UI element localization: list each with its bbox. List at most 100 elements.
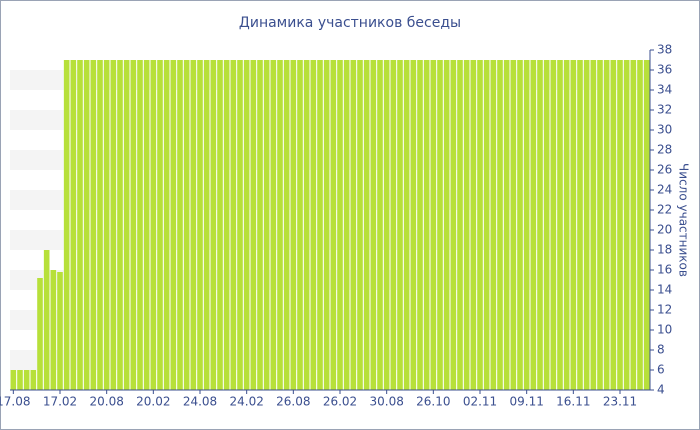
bar bbox=[390, 60, 397, 390]
bar bbox=[437, 60, 443, 390]
x-tick-label: 23.11 bbox=[603, 395, 637, 409]
bar bbox=[577, 60, 583, 390]
bar bbox=[163, 60, 170, 390]
y-tick-label: 18 bbox=[657, 243, 672, 257]
bar bbox=[30, 370, 37, 390]
y-tick-label: 28 bbox=[657, 143, 672, 157]
bar bbox=[617, 60, 623, 390]
y-tick-label: 32 bbox=[657, 103, 672, 117]
bar bbox=[143, 60, 150, 390]
bar bbox=[377, 60, 383, 390]
bar bbox=[590, 60, 597, 390]
x-tick-label: 24.08 bbox=[183, 395, 217, 409]
bar bbox=[317, 60, 323, 390]
bar bbox=[363, 60, 370, 390]
bar bbox=[157, 60, 163, 390]
x-tick-label: 20.02 bbox=[136, 395, 170, 409]
bar bbox=[557, 60, 563, 390]
bar bbox=[257, 60, 263, 390]
bar bbox=[503, 60, 510, 390]
bar bbox=[110, 60, 117, 390]
grid-band bbox=[10, 310, 650, 330]
bar bbox=[197, 60, 203, 390]
bar bbox=[537, 60, 543, 390]
bar bbox=[297, 60, 303, 390]
bar bbox=[430, 60, 437, 390]
x-tick-label: 26.02 bbox=[323, 395, 357, 409]
bar bbox=[17, 370, 23, 390]
x-tick-label: 26.08 bbox=[276, 395, 310, 409]
x-tick-label: 26.10 bbox=[416, 395, 450, 409]
bar bbox=[290, 60, 297, 390]
grid-band bbox=[10, 270, 650, 290]
bar bbox=[530, 60, 537, 390]
y-tick-label: 8 bbox=[657, 343, 665, 357]
bar bbox=[70, 60, 77, 390]
y-tick-label: 30 bbox=[657, 123, 672, 137]
bar bbox=[403, 60, 410, 390]
bar bbox=[490, 60, 497, 390]
bar bbox=[237, 60, 243, 390]
bar bbox=[370, 60, 377, 390]
bar bbox=[410, 60, 417, 390]
y-tick-label: 26 bbox=[657, 163, 672, 177]
bar bbox=[223, 60, 230, 390]
bar bbox=[217, 60, 223, 390]
bar bbox=[610, 60, 617, 390]
bar bbox=[337, 60, 343, 390]
bar bbox=[183, 60, 190, 390]
grid-band bbox=[10, 350, 650, 370]
bar bbox=[330, 60, 337, 390]
bar bbox=[83, 60, 90, 390]
bar bbox=[90, 60, 97, 390]
x-tick-label: 02.11 bbox=[463, 395, 497, 409]
bar bbox=[623, 60, 630, 390]
grid-band bbox=[10, 190, 650, 210]
y-tick-label: 24 bbox=[657, 183, 672, 197]
bar bbox=[423, 60, 430, 390]
y-tick-label: 16 bbox=[657, 263, 672, 277]
y-tick-label: 14 bbox=[657, 283, 672, 297]
bar bbox=[117, 60, 123, 390]
bar bbox=[570, 60, 577, 390]
y-axis-label: Число участников bbox=[677, 163, 691, 277]
bar bbox=[417, 60, 423, 390]
y-tick-label: 38 bbox=[657, 43, 672, 57]
bar bbox=[603, 60, 610, 390]
bar bbox=[350, 60, 357, 390]
grid-band bbox=[10, 150, 650, 170]
y-tick-label: 36 bbox=[657, 63, 672, 77]
bar bbox=[203, 60, 210, 390]
bar bbox=[630, 60, 637, 390]
bar bbox=[43, 250, 50, 390]
bar bbox=[97, 60, 103, 390]
bar bbox=[510, 60, 517, 390]
bar bbox=[150, 60, 157, 390]
bar bbox=[643, 60, 650, 390]
bar bbox=[50, 270, 57, 390]
x-tick-label: 17.08 bbox=[0, 395, 31, 409]
bar bbox=[583, 60, 590, 390]
bar bbox=[397, 60, 403, 390]
bar bbox=[103, 60, 110, 390]
bar bbox=[310, 60, 317, 390]
x-tick-label: 20.08 bbox=[89, 395, 123, 409]
bar bbox=[343, 60, 350, 390]
bar bbox=[543, 60, 550, 390]
y-tick-label: 4 bbox=[657, 383, 665, 397]
bar bbox=[443, 60, 450, 390]
bar bbox=[57, 272, 63, 390]
x-tick-label: 24.02 bbox=[229, 395, 263, 409]
bar bbox=[77, 60, 83, 390]
grid-band bbox=[10, 70, 650, 90]
grid-band bbox=[10, 110, 650, 130]
x-tick-label: 30.08 bbox=[369, 395, 403, 409]
y-tick-label: 12 bbox=[657, 303, 672, 317]
x-tick-label: 17.02 bbox=[43, 395, 77, 409]
bar bbox=[597, 60, 603, 390]
bar bbox=[270, 60, 277, 390]
bar bbox=[550, 60, 557, 390]
bar bbox=[177, 60, 183, 390]
